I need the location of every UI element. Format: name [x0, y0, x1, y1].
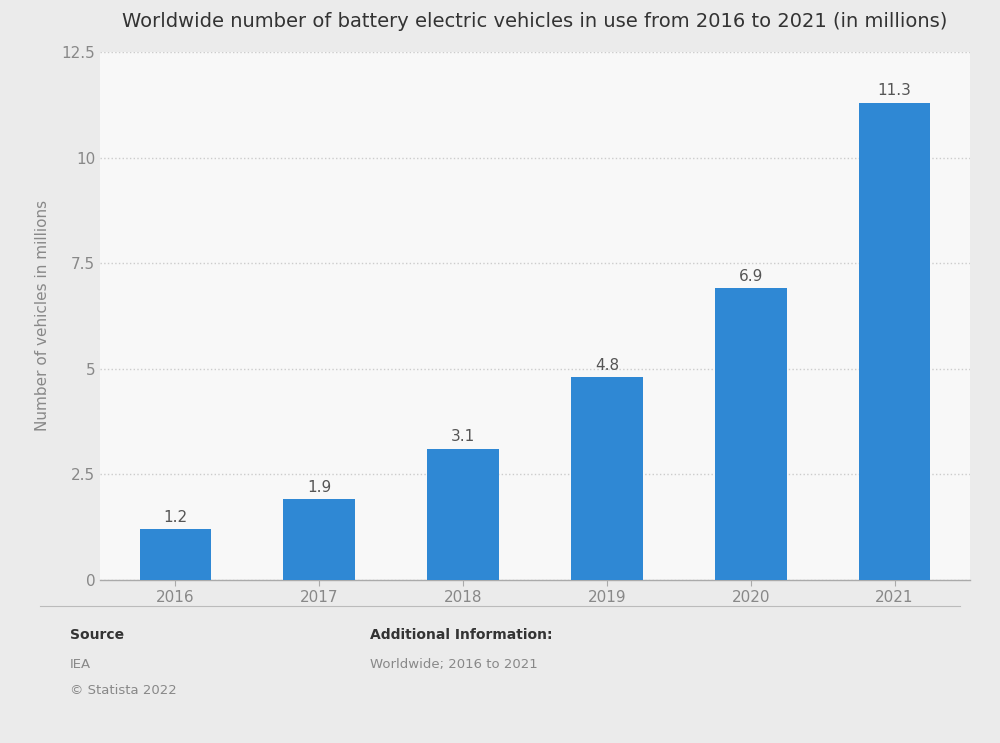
Bar [427, 449, 499, 580]
Bar [571, 377, 643, 580]
Text: Additional Information:: Additional Information: [370, 628, 552, 642]
Title: Worldwide number of battery electric vehicles in use from 2016 to 2021 (in milli: Worldwide number of battery electric veh… [122, 12, 948, 31]
Text: 4.8: 4.8 [595, 357, 619, 373]
Text: 3.1: 3.1 [451, 429, 475, 444]
Text: 6.9: 6.9 [739, 269, 763, 284]
Text: © Statista 2022: © Statista 2022 [70, 684, 177, 696]
Bar [283, 499, 355, 580]
Text: IEA: IEA [70, 658, 91, 670]
Text: 1.2: 1.2 [163, 510, 188, 525]
Text: 1.9: 1.9 [307, 480, 331, 495]
Text: 11.3: 11.3 [878, 83, 911, 98]
Bar [715, 288, 787, 580]
Bar [140, 529, 211, 580]
Text: Source: Source [70, 628, 124, 642]
Bar [859, 103, 930, 580]
Text: Worldwide; 2016 to 2021: Worldwide; 2016 to 2021 [370, 658, 538, 670]
Y-axis label: Number of vehicles in millions: Number of vehicles in millions [35, 200, 50, 432]
